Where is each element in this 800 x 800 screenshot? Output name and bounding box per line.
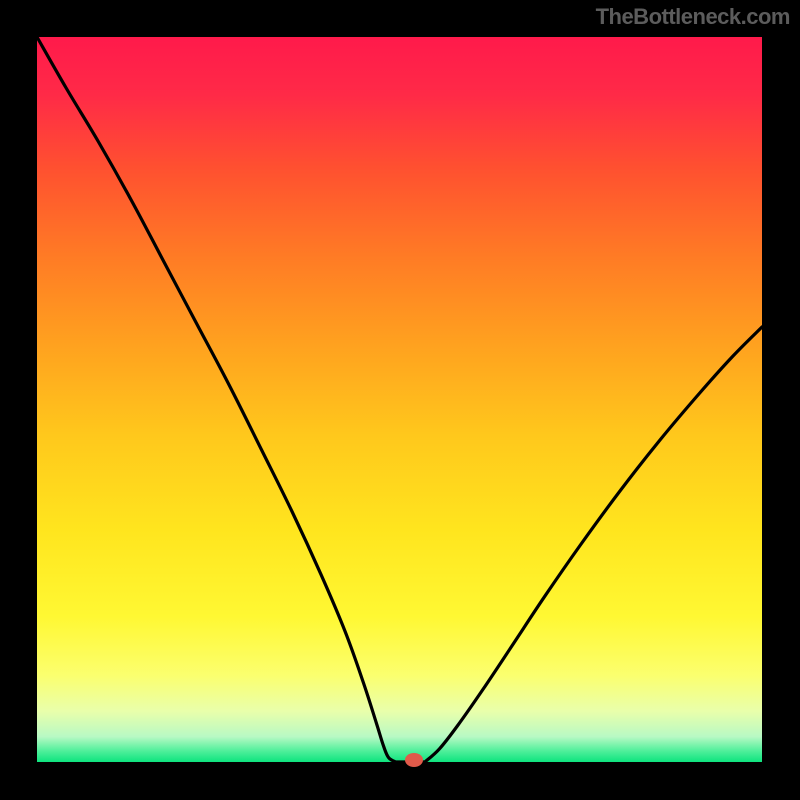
chart-svg: [0, 0, 800, 800]
watermark-text: TheBottleneck.com: [596, 4, 790, 30]
chart-container: TheBottleneck.com: [0, 0, 800, 800]
plot-background: [37, 37, 762, 762]
valley-marker: [405, 753, 423, 767]
